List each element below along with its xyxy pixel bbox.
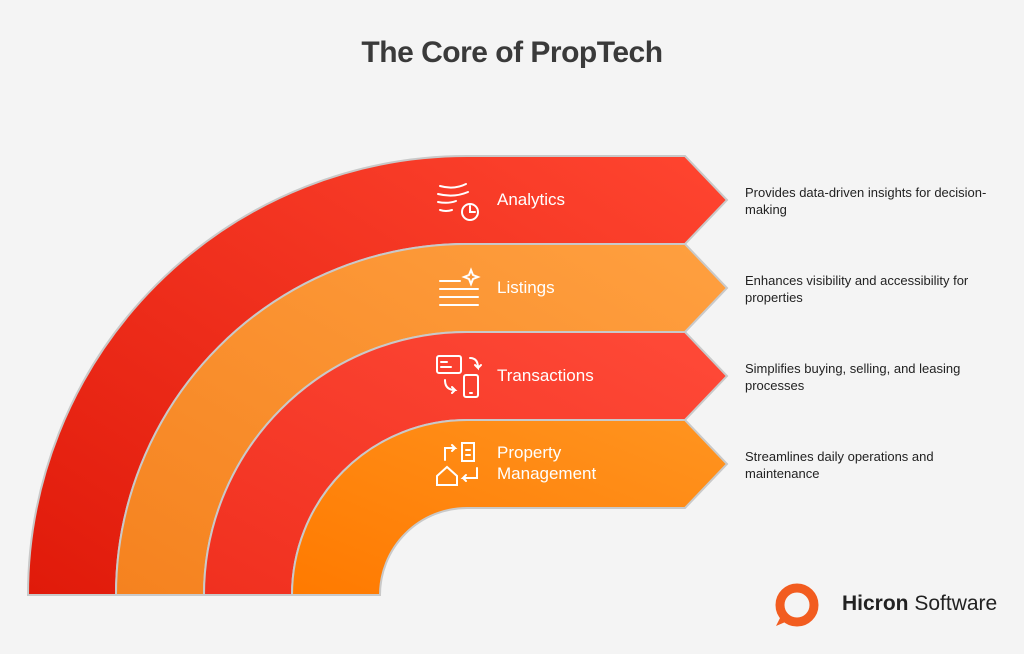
logo-mark	[775, 583, 819, 627]
logo: Hicron Software	[842, 592, 997, 616]
band-label: Property Management	[497, 443, 597, 483]
band-label: Transactions	[497, 365, 594, 385]
logo-brand: Hicron	[842, 592, 909, 615]
logo-product: Software	[914, 592, 998, 615]
band-description: Streamlines daily operations and mainten…	[745, 449, 934, 481]
band-label: Analytics	[497, 189, 566, 209]
listings-icon	[439, 267, 481, 306]
icons	[436, 183, 482, 486]
analytics-icon	[437, 183, 479, 221]
property-icon	[436, 442, 478, 486]
band-layer	[26, 155, 729, 596]
band-description: Provides data-driven insights for decisi…	[745, 185, 987, 217]
band	[290, 419, 729, 596]
band-label: Listings	[497, 277, 555, 297]
band-description: Simplifies buying, selling, and leasing …	[745, 361, 961, 393]
band-description: Enhances visibility and accessibility fo…	[745, 273, 969, 305]
title: The Core of PropTech	[361, 36, 663, 69]
transactions-icon	[436, 355, 482, 398]
